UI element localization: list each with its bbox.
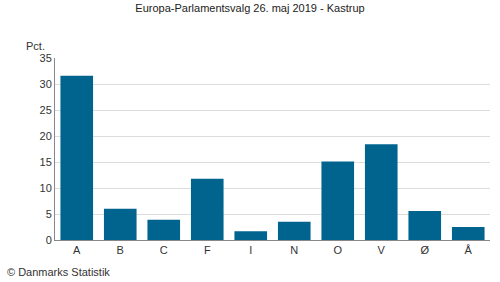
svg-text:10: 10 <box>40 182 52 194</box>
svg-text:I: I <box>249 244 252 256</box>
svg-text:© Danmarks Statistik: © Danmarks Statistik <box>7 266 110 278</box>
svg-text:C: C <box>160 244 168 256</box>
svg-text:B: B <box>117 244 124 256</box>
svg-text:30: 30 <box>40 78 52 90</box>
svg-text:0: 0 <box>46 234 52 246</box>
svg-text:O: O <box>333 244 342 256</box>
svg-text:A: A <box>73 244 81 256</box>
svg-text:Europa-Parlamentsvalg 26. maj: Europa-Parlamentsvalg 26. maj 2019 - Kas… <box>135 2 364 14</box>
svg-text:F: F <box>204 244 211 256</box>
svg-text:35: 35 <box>40 52 52 64</box>
svg-text:V: V <box>378 244 386 256</box>
svg-text:Pct.: Pct. <box>26 40 45 52</box>
svg-text:N: N <box>290 244 298 256</box>
svg-text:25: 25 <box>40 104 52 116</box>
svg-text:Å: Å <box>465 244 473 256</box>
svg-text:15: 15 <box>40 156 52 168</box>
svg-text:5: 5 <box>46 208 52 220</box>
svg-text:20: 20 <box>40 130 52 142</box>
svg-text:Ø: Ø <box>420 244 429 256</box>
